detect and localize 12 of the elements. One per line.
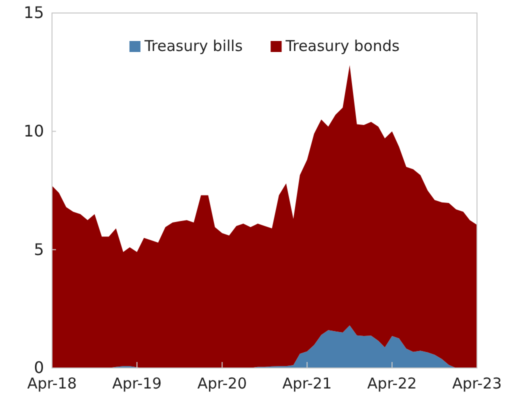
legend-label: Treasury bills <box>143 37 243 55</box>
x-tick-label: Apr-22 <box>367 374 417 393</box>
x-tick-label: Apr-20 <box>197 374 247 393</box>
x-tick-label: Apr-23 <box>452 374 502 393</box>
x-tick-label: Apr-21 <box>282 374 332 393</box>
legend-label: Treasury bonds <box>284 37 400 55</box>
x-tick-label: Apr-18 <box>27 374 77 393</box>
y-tick-label: 10 <box>24 121 44 140</box>
y-tick-label: 0 <box>34 358 44 378</box>
y-tick-label: 5 <box>34 240 44 259</box>
y-tick-label: 15 <box>24 3 44 22</box>
x-tick-label: Apr-19 <box>112 374 162 393</box>
